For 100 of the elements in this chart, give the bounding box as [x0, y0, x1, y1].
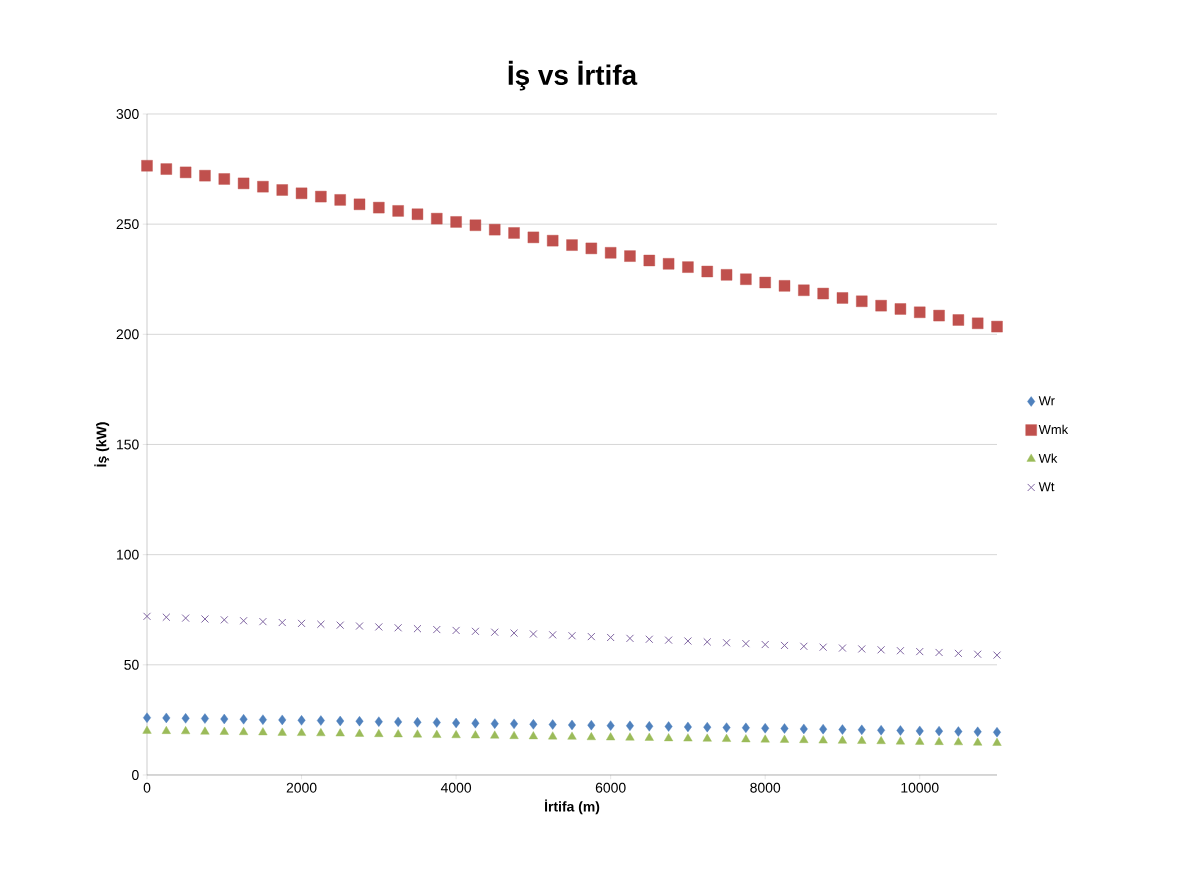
point	[200, 726, 210, 735]
chart-title: İş vs İrtifa	[508, 60, 638, 91]
point	[452, 717, 461, 729]
point	[838, 644, 847, 653]
point	[645, 721, 654, 732]
point	[933, 309, 945, 322]
point	[297, 727, 307, 736]
point	[160, 163, 173, 175]
point	[432, 729, 442, 738]
y-tick-label: 50	[124, 659, 139, 670]
point	[935, 648, 944, 657]
point	[836, 292, 849, 304]
y-tick-label: 150	[117, 439, 139, 450]
x-tick-label: 0	[143, 782, 151, 793]
point	[778, 280, 791, 292]
point	[722, 722, 731, 733]
point	[818, 735, 828, 744]
point	[973, 737, 983, 746]
point	[239, 616, 248, 625]
point	[877, 725, 886, 736]
point	[644, 732, 654, 741]
point	[567, 631, 577, 640]
point	[567, 731, 577, 740]
point	[703, 637, 712, 646]
x-tick-label: 4000	[440, 782, 472, 793]
point	[179, 166, 192, 179]
point	[509, 731, 519, 739]
point	[915, 725, 924, 737]
point	[664, 636, 673, 645]
point	[780, 641, 789, 650]
point	[973, 650, 982, 659]
legend-label: Wk	[1038, 453, 1058, 463]
point	[316, 715, 325, 726]
point	[373, 201, 385, 214]
point	[662, 258, 675, 270]
point	[702, 733, 712, 742]
point	[780, 723, 789, 734]
x-tick-label: 6000	[595, 782, 626, 793]
point	[258, 714, 267, 725]
point	[510, 629, 519, 638]
point	[508, 227, 520, 239]
point	[392, 205, 404, 217]
point	[992, 737, 1002, 746]
point	[741, 722, 750, 734]
point	[703, 721, 712, 733]
point	[316, 728, 326, 737]
point	[278, 714, 287, 726]
point	[529, 719, 538, 730]
point	[915, 647, 924, 656]
point	[315, 190, 327, 203]
point	[239, 714, 248, 725]
y-tick-label: 200	[116, 329, 139, 340]
point	[334, 194, 346, 206]
point	[896, 646, 905, 655]
point	[586, 732, 596, 740]
point	[722, 638, 731, 647]
point	[142, 612, 152, 621]
point	[857, 735, 867, 744]
point	[566, 239, 578, 251]
point	[336, 715, 345, 727]
point	[799, 642, 808, 651]
point	[643, 254, 655, 267]
y-tick-label: 300	[116, 109, 139, 119]
point	[683, 733, 693, 742]
point	[585, 242, 598, 255]
point	[876, 736, 886, 744]
point	[799, 734, 809, 743]
point	[394, 716, 403, 728]
point	[587, 720, 596, 731]
point	[297, 619, 306, 628]
point	[141, 160, 153, 172]
point	[759, 276, 771, 289]
point	[278, 618, 287, 627]
point	[895, 736, 905, 745]
point	[297, 715, 306, 726]
point	[819, 643, 828, 652]
point	[431, 212, 443, 225]
point	[877, 645, 886, 654]
point	[432, 625, 441, 634]
point	[432, 717, 441, 728]
point	[529, 629, 538, 638]
point	[624, 250, 636, 262]
point	[335, 728, 345, 737]
point	[548, 731, 558, 740]
point	[489, 223, 501, 236]
point	[683, 637, 692, 646]
point	[374, 716, 383, 727]
point	[741, 734, 751, 743]
point	[220, 615, 229, 624]
point	[973, 726, 982, 737]
point	[606, 720, 615, 731]
point	[374, 729, 384, 737]
y-tick-label: 0	[132, 770, 139, 780]
point	[490, 628, 499, 637]
point	[471, 627, 480, 636]
point	[316, 620, 325, 629]
point	[914, 306, 926, 318]
point	[527, 231, 540, 244]
point	[219, 726, 229, 735]
point	[993, 727, 1001, 738]
